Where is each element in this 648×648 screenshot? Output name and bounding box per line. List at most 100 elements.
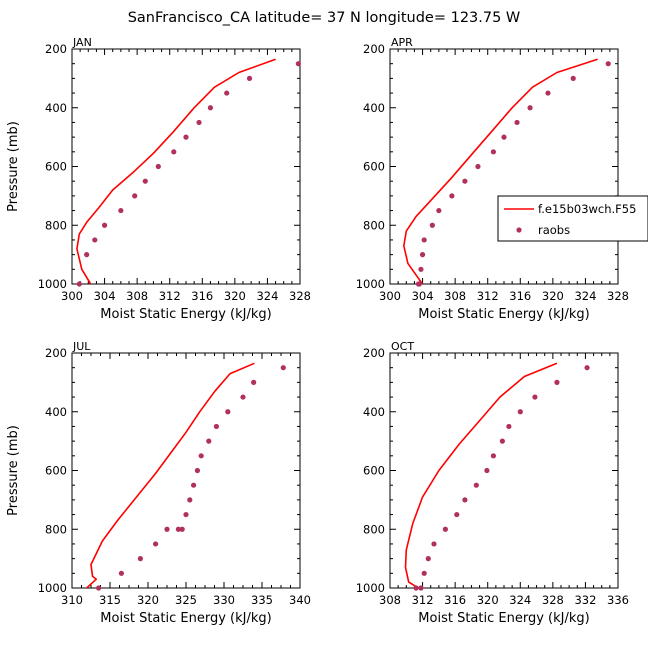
raobs-point bbox=[499, 438, 505, 444]
y-tick-label: 200 bbox=[363, 42, 385, 56]
raobs-point bbox=[171, 149, 177, 155]
x-tick-label: 325 bbox=[175, 593, 197, 607]
x-tick-label: 300 bbox=[61, 289, 83, 303]
raobs-point bbox=[225, 409, 231, 415]
y-tick-label: 400 bbox=[363, 101, 385, 115]
legend: f.e15b03wch.F55 raobs bbox=[497, 195, 648, 242]
raobs-point bbox=[246, 75, 253, 81]
x-tick-label: 332 bbox=[574, 593, 596, 607]
raobs-point bbox=[194, 467, 200, 474]
x-tick-label: 312 bbox=[477, 289, 499, 303]
x-tick-label: 328 bbox=[289, 289, 311, 303]
panel-apr: APR 300 304 308 312 316 320 324 328 200 400 600 800 1… bbox=[356, 36, 648, 322]
x-tick-label: 324 bbox=[509, 593, 531, 607]
raobs-point bbox=[187, 497, 193, 503]
raobs-point bbox=[84, 252, 90, 258]
raobs-point bbox=[101, 222, 108, 228]
legend-line-label: f.e15b03wch.F55 bbox=[538, 202, 636, 216]
raobs-point bbox=[421, 570, 427, 576]
x-tick-label: 330 bbox=[213, 593, 235, 607]
y-tick-label: 200 bbox=[45, 42, 67, 56]
raobs-point bbox=[490, 149, 497, 155]
raobs-point bbox=[183, 134, 189, 140]
raobs-point bbox=[484, 467, 490, 474]
raobs-point bbox=[96, 585, 102, 591]
y-tick-label: 400 bbox=[45, 101, 67, 115]
panel-label: APR bbox=[391, 36, 413, 49]
x-tick-label: 316 bbox=[509, 289, 531, 303]
raobs-point bbox=[295, 61, 301, 67]
raobs-point bbox=[207, 105, 214, 111]
y-tick-label: 800 bbox=[363, 522, 385, 536]
raobs-point bbox=[118, 570, 124, 576]
data-layer bbox=[76, 58, 276, 284]
raobs-point bbox=[183, 511, 189, 518]
panel-label: JAN bbox=[72, 36, 92, 49]
x-tick-label: 320 bbox=[224, 289, 246, 303]
x-tick-label: 324 bbox=[574, 289, 596, 303]
x-tick-label: 328 bbox=[542, 593, 564, 607]
raobs-point bbox=[153, 541, 159, 547]
plot-frame bbox=[389, 48, 619, 285]
y-tick-label: 400 bbox=[45, 405, 67, 419]
raobs-point bbox=[416, 281, 422, 287]
x-axis-label: Moist Static Energy (kJ/kg) bbox=[418, 307, 589, 322]
raobs-point bbox=[421, 237, 427, 243]
y-tick-label: 1000 bbox=[356, 277, 385, 291]
x-tick-label: 328 bbox=[607, 289, 629, 303]
raobs-point bbox=[155, 163, 161, 170]
x-tick-label: 324 bbox=[256, 289, 278, 303]
raobs-point bbox=[142, 178, 148, 184]
raobs-point bbox=[462, 178, 468, 184]
raobs-point bbox=[179, 526, 185, 532]
data-layer bbox=[85, 362, 255, 588]
raobs-point bbox=[506, 423, 512, 430]
raobs-point bbox=[137, 556, 143, 562]
y-tick-label: 1000 bbox=[356, 581, 385, 595]
raobs-point bbox=[442, 526, 448, 532]
raobs-point bbox=[436, 207, 442, 214]
raobs-point bbox=[584, 365, 590, 371]
panel-jul: JUL 310 315 320 325 330 335 340 200 400 600 800 1000… bbox=[6, 340, 311, 626]
raobs-point bbox=[449, 193, 455, 199]
model-line bbox=[404, 362, 558, 588]
raobs-point bbox=[251, 379, 257, 385]
panel-jan: JAN 300 304 308 312 316 320 324 328 200 400 600 800 1… bbox=[6, 36, 311, 322]
raobs-point bbox=[532, 394, 538, 400]
x-tick-label: 300 bbox=[379, 289, 401, 303]
raobs-point bbox=[425, 556, 431, 562]
y-tick-label: 200 bbox=[45, 346, 67, 360]
raobs-point bbox=[413, 585, 419, 591]
x-tick-label: 316 bbox=[444, 593, 466, 607]
x-tick-label: 315 bbox=[99, 593, 121, 607]
x-tick-label: 320 bbox=[477, 593, 499, 607]
raobs-point bbox=[118, 207, 124, 214]
raobs-point bbox=[419, 252, 426, 258]
y-tick-label: 200 bbox=[363, 346, 385, 360]
raobs-point bbox=[196, 119, 202, 126]
raobs-point bbox=[605, 61, 611, 67]
x-tick-label: 312 bbox=[159, 289, 181, 303]
raobs-point bbox=[213, 423, 219, 430]
data-layer bbox=[402, 58, 598, 284]
y-tick-label: 800 bbox=[45, 218, 67, 232]
model-line bbox=[85, 362, 255, 588]
y-tick-label: 600 bbox=[45, 160, 67, 174]
panel-oct: OCT 308 312 316 320 324 328 332 336 200 400 600 800 1… bbox=[356, 340, 629, 626]
data-layer bbox=[404, 362, 558, 588]
y-tick-label: 800 bbox=[45, 522, 67, 536]
y-tick-label: 600 bbox=[363, 464, 385, 478]
model-line bbox=[76, 58, 276, 284]
x-tick-label: 335 bbox=[251, 593, 273, 607]
raobs-point bbox=[418, 266, 424, 272]
figure-title: SanFrancisco_CA latitude= 37 N longitude… bbox=[128, 10, 521, 26]
raobs-point bbox=[570, 75, 576, 81]
legend-box bbox=[497, 195, 648, 242]
raobs-point bbox=[164, 526, 170, 532]
raobs-point bbox=[554, 379, 560, 385]
y-tick-label: 800 bbox=[363, 218, 385, 232]
plot-frame bbox=[71, 352, 301, 589]
panel-label: JUL bbox=[72, 340, 91, 353]
panel-label: OCT bbox=[391, 340, 414, 353]
raobs-point bbox=[431, 541, 437, 547]
